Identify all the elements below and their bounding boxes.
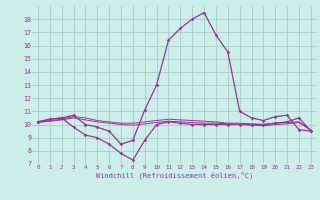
X-axis label: Windchill (Refroidissement éolien,°C): Windchill (Refroidissement éolien,°C) <box>96 172 253 179</box>
